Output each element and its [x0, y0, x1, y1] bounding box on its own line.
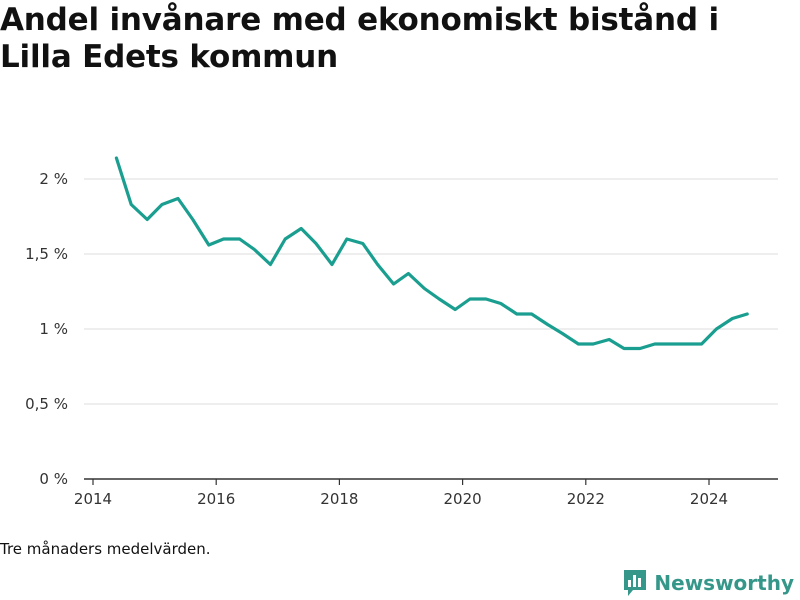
- x-tick-label: 2014: [74, 490, 112, 508]
- x-tick-label: 2016: [197, 490, 235, 508]
- x-tick-label: 2022: [567, 490, 605, 508]
- x-axis: 2014 2016 2018 2020 2022 2024: [74, 478, 778, 508]
- y-tick-label: 1,5 %: [25, 245, 68, 263]
- y-tick-label: 0,5 %: [25, 395, 68, 413]
- brand-logo[interactable]: Newsworthy: [622, 568, 794, 598]
- x-tick-label: 2020: [444, 490, 482, 508]
- y-tick-label: 1 %: [39, 320, 68, 338]
- series-line: [114, 156, 749, 351]
- y-tick-label: 2 %: [39, 170, 68, 188]
- y-axis-ticks: 0 % 0,5 % 1 % 1,5 % 2 %: [25, 170, 68, 488]
- series-group: [114, 156, 749, 351]
- bar-chart-speech-bubble-icon: [624, 570, 647, 596]
- x-tick-label: 2018: [320, 490, 358, 508]
- y-tick-label: 0 %: [39, 470, 68, 488]
- x-tick-label: 2024: [690, 490, 728, 508]
- footnote: Tre månaders medelvärden.: [0, 540, 211, 558]
- chart-title: Andel invånare med ekonomiskt bistånd i …: [0, 2, 719, 75]
- brand-name: Newsworthy: [654, 571, 794, 595]
- gridlines: [84, 178, 778, 405]
